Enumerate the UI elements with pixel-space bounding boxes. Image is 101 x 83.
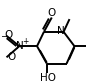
Text: HO: HO [40,73,56,83]
Text: O: O [8,52,16,62]
Text: N: N [16,41,24,51]
Text: O: O [48,8,56,18]
Text: O: O [5,30,13,40]
Text: +: + [23,37,29,46]
Text: −: − [0,31,8,40]
Text: N: N [57,26,65,36]
